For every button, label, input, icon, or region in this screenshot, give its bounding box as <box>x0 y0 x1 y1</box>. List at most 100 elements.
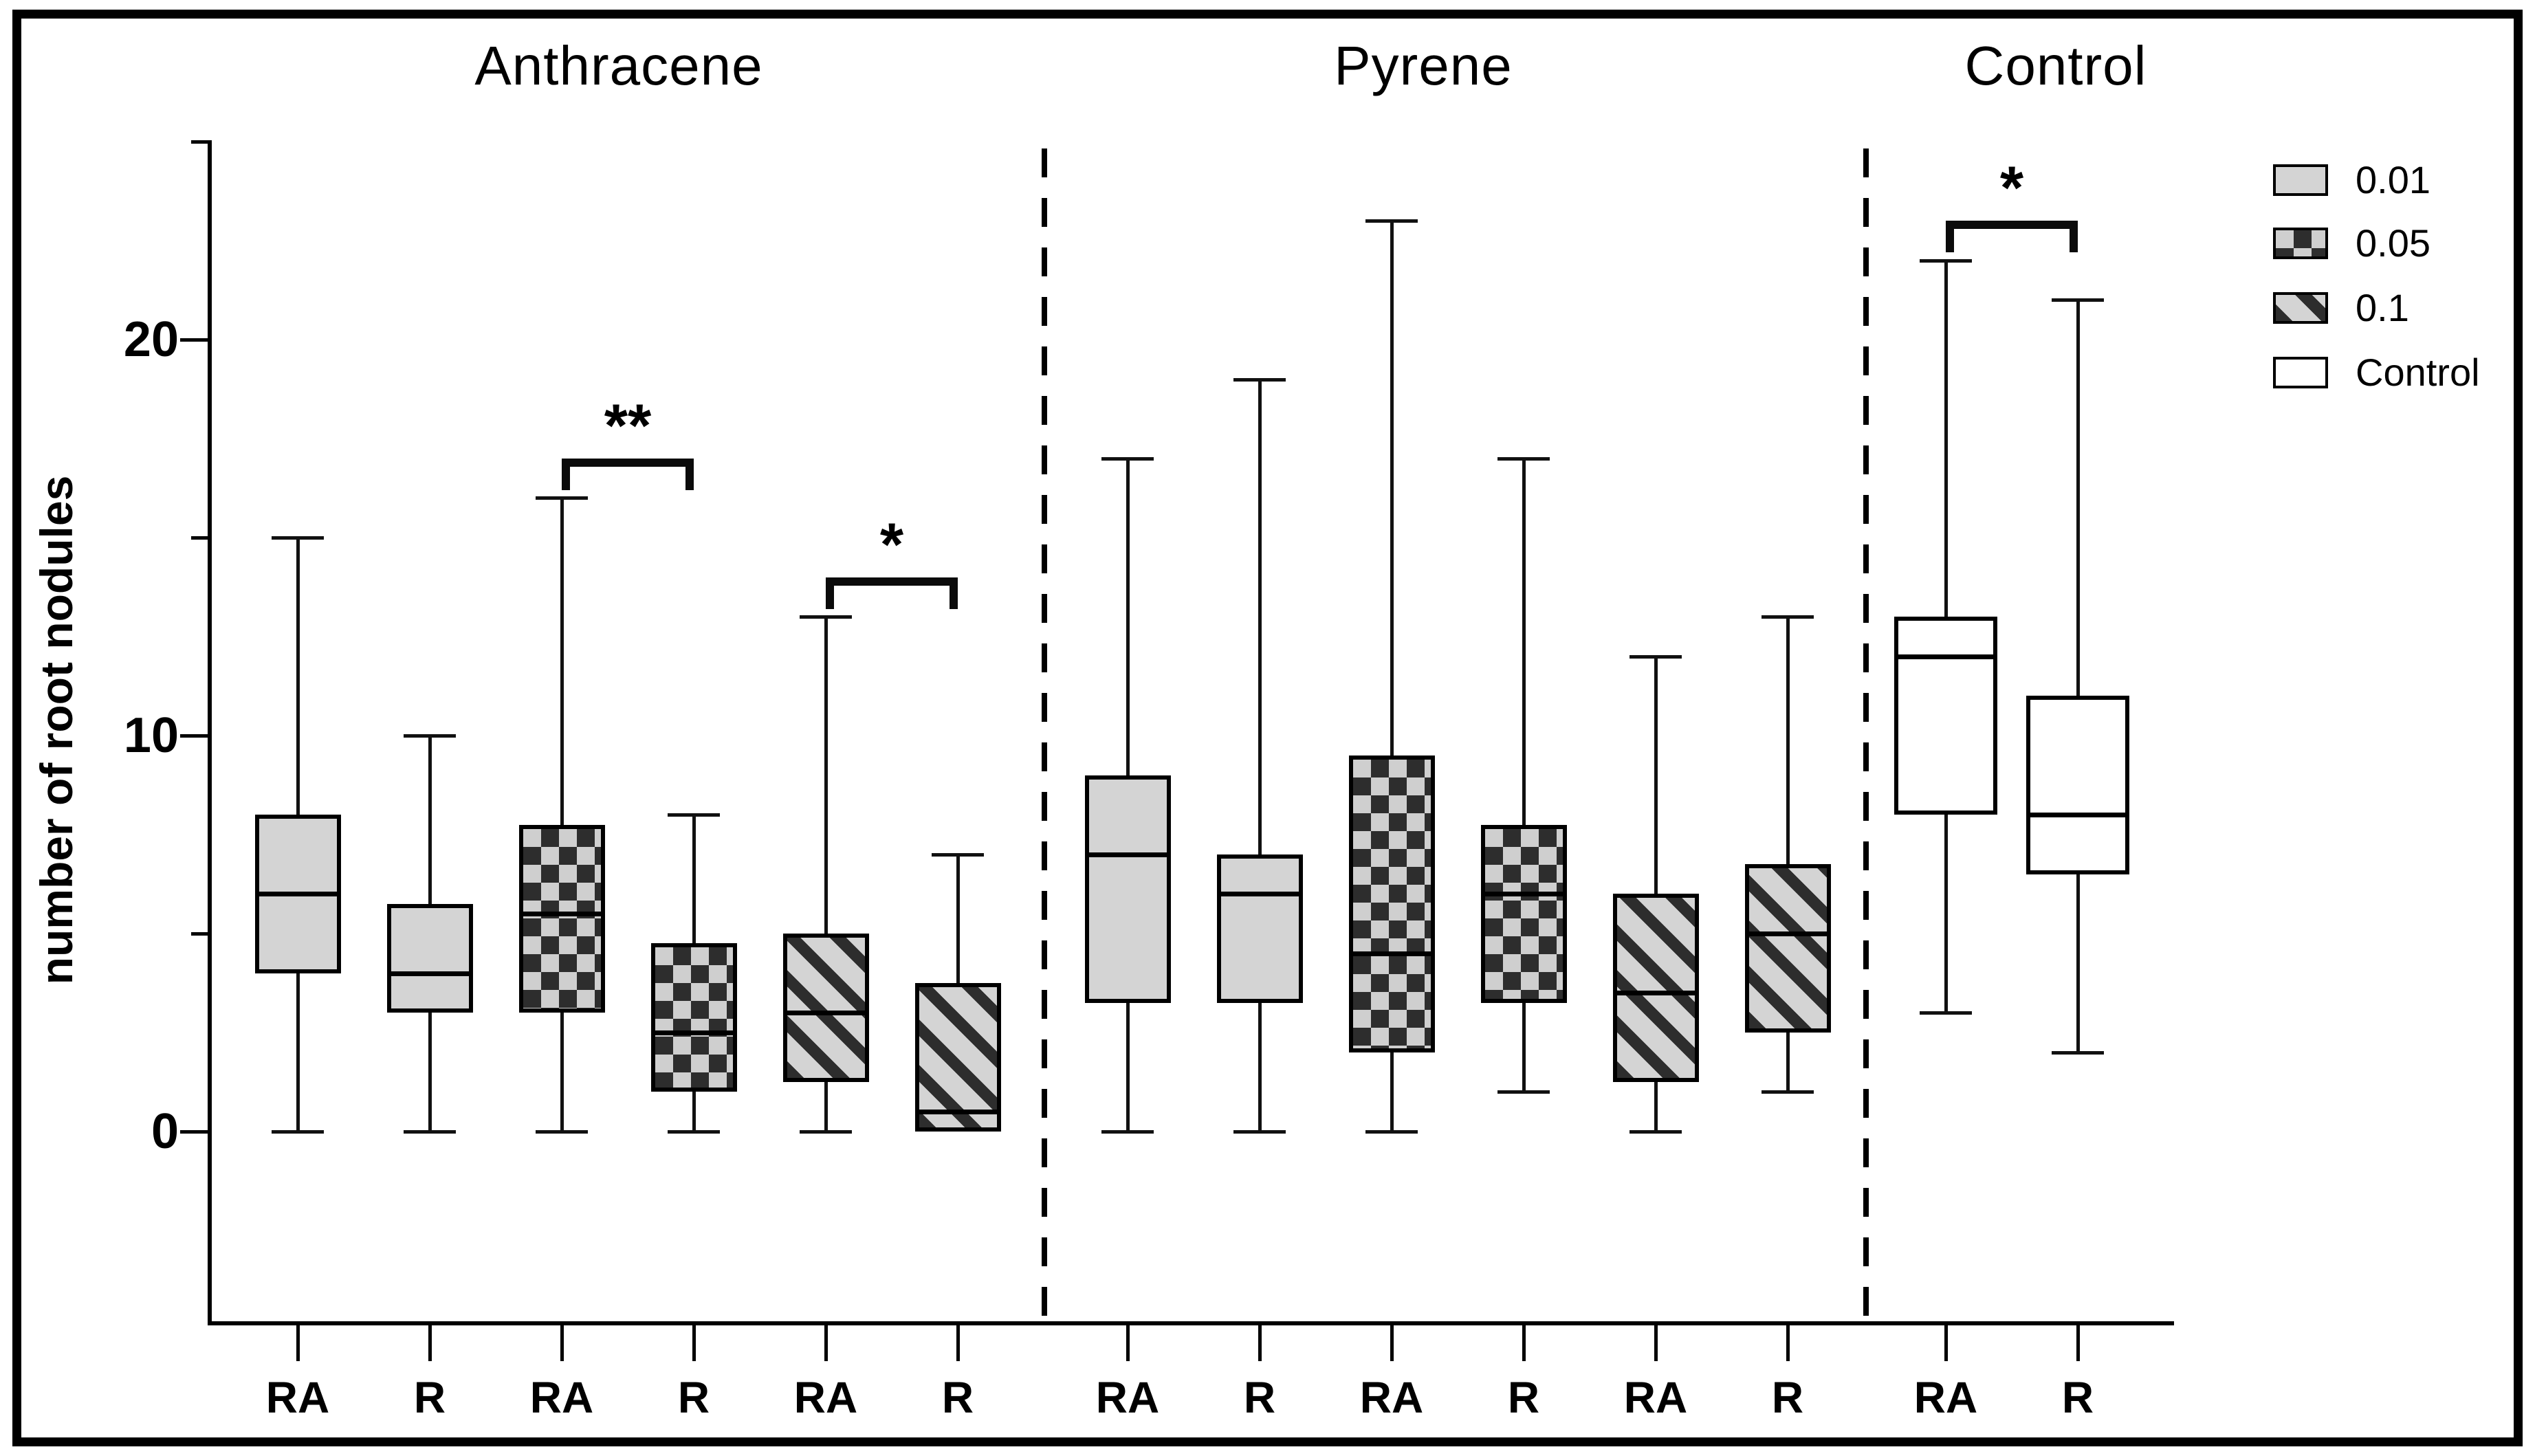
whisker-upper-anthracene-0.01-ra <box>296 538 300 815</box>
x-tick-anthracene-0.1-r <box>956 1325 960 1361</box>
whisker-cap-lower-pyrene-0.1-r <box>1762 1090 1814 1094</box>
whisker-upper-pyrene-0.05-r <box>1522 458 1526 825</box>
box-pyrene-0.01-ra <box>1084 775 1171 1003</box>
whisker-lower-anthracene-0.01-ra <box>296 973 300 1132</box>
x-tick-label-pyrene-0.1-r: R <box>1771 1373 1804 1422</box>
x-tick-label-anthracene-0.1-r: R <box>941 1373 974 1422</box>
whisker-cap-upper-anthracene-0.01-ra <box>272 536 324 540</box>
box-pyrene-0.05-r <box>1480 824 1567 1003</box>
whisker-lower-pyrene-0.1-ra <box>1654 1082 1658 1132</box>
y-minor-tick <box>191 140 208 144</box>
x-tick-label-pyrene-0.05-ra: RA <box>1359 1373 1424 1422</box>
x-tick-label-anthracene-0.01-r: R <box>413 1373 446 1422</box>
whisker-cap-upper-control-control-r <box>2052 298 2104 302</box>
whisker-upper-pyrene-0.1-r <box>1786 617 1790 865</box>
legend-item-control: Control <box>2273 353 2480 392</box>
whisker-cap-upper-pyrene-0.05-r <box>1497 456 1550 461</box>
legend-label: 0.1 <box>2356 286 2409 329</box>
x-tick-label-pyrene-0.01-r: R <box>1243 1373 1276 1422</box>
whisker-upper-anthracene-0.1-r <box>956 854 960 983</box>
legend-swatch-checker-icon <box>2273 228 2328 259</box>
significance-label-2: * <box>1999 153 2024 222</box>
legend-label: Control <box>2356 351 2480 394</box>
legend-swatch-stripe-icon <box>2273 292 2328 324</box>
significance-bracket-2 <box>1946 221 2078 253</box>
whisker-upper-pyrene-0.01-ra <box>1126 458 1130 775</box>
y-major-tick <box>180 338 208 342</box>
median-line-anthracene-0.01-r <box>386 971 473 976</box>
median-line-anthracene-0.1-ra <box>782 1011 869 1016</box>
y-minor-tick <box>191 536 208 540</box>
y-tick-label-10: 10 <box>123 708 179 763</box>
whisker-upper-pyrene-0.1-ra <box>1654 656 1658 894</box>
box-anthracene-0.1-r <box>914 983 1001 1132</box>
x-tick-pyrene-0.1-ra <box>1654 1325 1658 1361</box>
x-tick-label-pyrene-0.1-ra: RA <box>1623 1373 1688 1422</box>
x-tick-label-anthracene-0.01-ra: RA <box>265 1373 330 1422</box>
box-control-control-r <box>2026 696 2129 874</box>
x-tick-anthracene-0.01-r <box>428 1325 432 1361</box>
x-tick-control-control-r <box>2076 1325 2080 1361</box>
legend-swatch-gray-icon <box>2273 164 2328 196</box>
whisker-upper-anthracene-0.1-ra <box>824 617 828 934</box>
whisker-lower-anthracene-0.05-ra <box>560 1013 564 1132</box>
whisker-cap-lower-pyrene-0.05-r <box>1497 1090 1550 1094</box>
median-line-pyrene-0.05-ra <box>1348 951 1435 956</box>
whisker-upper-control-control-r <box>2076 300 2080 696</box>
whisker-cap-upper-anthracene-0.1-r <box>932 852 984 857</box>
whisker-cap-lower-pyrene-0.1-ra <box>1629 1130 1682 1134</box>
box-anthracene-0.05-ra <box>518 824 605 1013</box>
x-tick-label-anthracene-0.05-r: R <box>677 1373 710 1422</box>
x-tick-label-pyrene-0.05-r: R <box>1507 1373 1540 1422</box>
x-tick-pyrene-0.1-r <box>1786 1325 1790 1361</box>
x-tick-anthracene-0.05-r <box>692 1325 696 1361</box>
x-tick-label-pyrene-0.01-ra: RA <box>1095 1373 1160 1422</box>
median-line-control-control-r <box>2026 813 2129 818</box>
x-tick-label-control-control-r: R <box>2061 1373 2094 1422</box>
whisker-lower-anthracene-0.1-ra <box>824 1082 828 1132</box>
median-line-pyrene-0.01-ra <box>1084 852 1171 857</box>
whisker-upper-pyrene-0.05-ra <box>1390 221 1394 755</box>
whisker-cap-lower-anthracene-0.1-ra <box>800 1130 852 1134</box>
whisker-cap-upper-anthracene-0.01-r <box>404 734 456 738</box>
figure-border <box>12 10 2523 1446</box>
x-tick-label-control-control-ra: RA <box>1913 1373 1978 1422</box>
whisker-cap-upper-pyrene-0.01-r <box>1233 377 1286 382</box>
median-line-anthracene-0.05-r <box>650 1030 737 1035</box>
median-line-control-control-ra <box>1894 654 1997 659</box>
y-major-tick <box>180 734 208 738</box>
whisker-upper-anthracene-0.01-r <box>428 736 432 904</box>
whisker-cap-lower-anthracene-0.05-r <box>668 1130 720 1134</box>
whisker-lower-anthracene-0.05-r <box>692 1092 696 1132</box>
whisker-cap-upper-anthracene-0.1-ra <box>800 615 852 619</box>
box-pyrene-0.1-ra <box>1612 894 1699 1082</box>
median-line-pyrene-0.05-r <box>1480 892 1567 897</box>
box-pyrene-0.01-r <box>1216 854 1303 1003</box>
whisker-cap-lower-control-control-ra <box>1920 1011 1972 1015</box>
whisker-cap-lower-pyrene-0.01-ra <box>1101 1130 1154 1134</box>
section-title-control: Control <box>1964 35 2147 96</box>
whisker-cap-upper-anthracene-0.05-ra <box>536 496 588 500</box>
x-tick-pyrene-0.05-ra <box>1390 1325 1394 1361</box>
significance-label-0: ** <box>604 390 652 459</box>
y-major-tick <box>180 1130 208 1134</box>
x-tick-label-anthracene-0.1-ra: RA <box>793 1373 858 1422</box>
significance-label-1: * <box>879 509 904 578</box>
whisker-cap-lower-anthracene-0.01-r <box>404 1130 456 1134</box>
whisker-cap-lower-pyrene-0.01-r <box>1233 1130 1286 1134</box>
legend-swatch-white-icon <box>2273 357 2328 388</box>
whisker-upper-pyrene-0.01-r <box>1258 379 1262 854</box>
whisker-lower-control-control-ra <box>1944 815 1948 1013</box>
box-anthracene-0.05-r <box>650 943 737 1092</box>
whisker-cap-upper-pyrene-0.01-ra <box>1101 456 1154 461</box>
box-control-control-ra <box>1894 617 1997 815</box>
whisker-cap-lower-anthracene-0.05-ra <box>536 1130 588 1134</box>
y-minor-tick <box>191 932 208 936</box>
whisker-lower-pyrene-0.01-r <box>1258 1002 1262 1132</box>
section-divider <box>1042 148 1047 1324</box>
x-tick-pyrene-0.01-ra <box>1126 1325 1130 1361</box>
box-pyrene-0.05-ra <box>1348 755 1435 1052</box>
x-tick-anthracene-0.1-ra <box>824 1325 828 1361</box>
whisker-upper-anthracene-0.05-ra <box>560 498 564 825</box>
section-divider <box>1863 148 1869 1324</box>
